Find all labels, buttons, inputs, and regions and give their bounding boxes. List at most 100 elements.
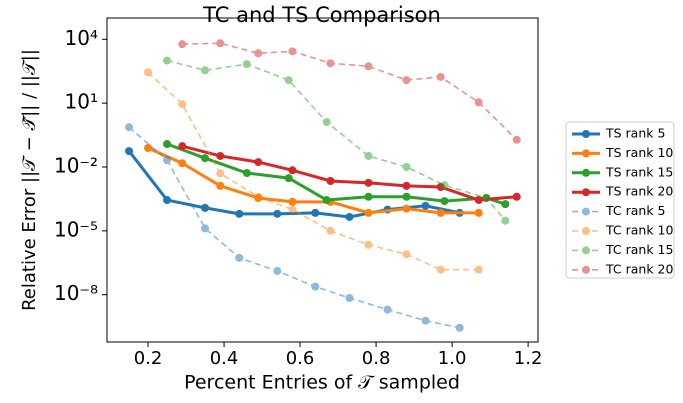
- legend-label: TS rank 20: [605, 184, 673, 199]
- marker: [288, 197, 297, 206]
- x-tick-label: 0.2: [134, 348, 163, 369]
- marker: [322, 196, 331, 205]
- series: [163, 140, 510, 209]
- legend-marker: [582, 168, 590, 177]
- marker: [474, 265, 483, 274]
- marker: [421, 201, 430, 210]
- marker: [144, 144, 153, 153]
- series: [125, 123, 464, 332]
- marker: [402, 192, 411, 201]
- marker: [163, 196, 172, 205]
- marker: [421, 316, 430, 325]
- marker: [440, 197, 449, 206]
- y-axis-label: Relative Error ||𝒯 − 𝒯̂|| / ||𝒯||: [19, 49, 40, 311]
- marker: [254, 158, 263, 167]
- marker: [364, 151, 373, 160]
- plot-area: [106, 17, 539, 343]
- marker: [474, 196, 483, 205]
- marker: [326, 226, 335, 235]
- marker: [322, 118, 331, 127]
- y-tick-label: 10⁻²: [54, 153, 98, 177]
- marker: [311, 208, 320, 217]
- series: [178, 142, 521, 205]
- marker: [402, 181, 411, 190]
- marker: [235, 209, 244, 218]
- legend-label: TC rank 5: [605, 203, 666, 218]
- marker: [402, 162, 411, 171]
- legend-entry: [572, 149, 600, 158]
- legend-label: TS rank 5: [605, 126, 665, 141]
- marker: [163, 56, 172, 65]
- legend-marker: [582, 246, 590, 255]
- marker: [482, 193, 491, 202]
- marker: [163, 156, 172, 165]
- legend-entry: [572, 130, 600, 138]
- x-tick-label: 0.8: [362, 348, 391, 369]
- marker: [512, 192, 521, 201]
- series: [144, 68, 483, 274]
- legend-entry: [572, 188, 600, 197]
- y-tick-label: 10⁴: [65, 26, 98, 50]
- series: [163, 56, 510, 225]
- marker: [383, 305, 392, 314]
- marker: [436, 72, 445, 81]
- marker: [364, 62, 373, 71]
- marker: [284, 76, 293, 85]
- marker: [364, 240, 373, 249]
- marker: [326, 59, 335, 68]
- marker: [216, 169, 225, 178]
- line: [181, 144, 517, 202]
- legend-label: TS rank 10: [605, 145, 673, 160]
- marker: [178, 142, 187, 151]
- legend-label: TS rank 15: [605, 164, 673, 179]
- marker: [436, 265, 445, 274]
- marker: [288, 47, 297, 56]
- x-tick-label: 0.4: [210, 348, 239, 369]
- marker: [201, 66, 210, 75]
- x-tick-label: 1.2: [514, 348, 543, 369]
- marker: [125, 123, 134, 132]
- marker: [512, 135, 521, 144]
- series: [178, 39, 521, 144]
- marker: [364, 208, 373, 217]
- series: [144, 144, 483, 217]
- y-tick-label: 10¹: [65, 90, 98, 114]
- legend-marker: [582, 149, 590, 158]
- marker: [273, 209, 282, 218]
- legend-box: [565, 121, 675, 279]
- x-axis-label: Percent Entries of 𝒯 sampled: [184, 372, 460, 394]
- marker: [178, 40, 187, 49]
- marker: [364, 192, 373, 201]
- line: [182, 42, 518, 141]
- legend-marker: [582, 188, 590, 197]
- marker: [242, 169, 251, 178]
- marker: [144, 68, 153, 77]
- marker: [402, 204, 411, 213]
- marker: [364, 178, 373, 187]
- y-tick-label: 10⁻⁸: [54, 281, 98, 305]
- marker: [501, 216, 510, 225]
- legend-label: TC rank 10: [605, 223, 673, 238]
- marker: [235, 253, 244, 262]
- marker: [201, 224, 210, 233]
- legend-marker: [582, 265, 590, 274]
- marker: [178, 100, 187, 109]
- marker: [436, 208, 445, 217]
- legend-entry: [572, 168, 600, 177]
- legend-entry: [572, 246, 600, 255]
- marker: [284, 174, 293, 183]
- marker: [242, 60, 251, 69]
- y-tick-label: 10⁻⁵: [54, 217, 98, 241]
- marker: [474, 98, 483, 107]
- line: [166, 59, 506, 222]
- legend-label: TC rank 15: [605, 242, 673, 257]
- line: [166, 142, 506, 206]
- marker: [501, 200, 510, 209]
- marker: [345, 212, 354, 221]
- x-tick-label: 0.6: [286, 348, 315, 369]
- marker: [178, 159, 187, 168]
- marker: [311, 282, 320, 291]
- marker: [288, 166, 297, 175]
- legend-entry: [572, 207, 600, 216]
